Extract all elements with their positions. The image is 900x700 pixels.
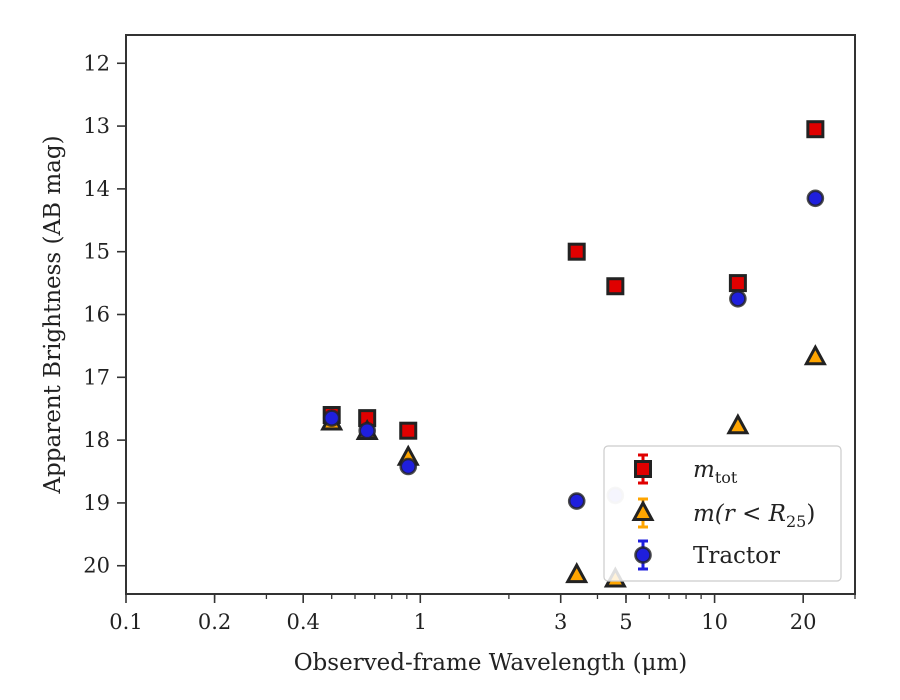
plot-frame [125,34,856,595]
legend-marker-square [634,460,652,478]
y-tick-label: 12 [83,51,110,75]
y-axis-label: Apparent Brightness (AB mag) [40,135,66,494]
data-point [728,274,747,293]
y-tick-label: 17 [83,365,110,389]
y-tick-label: 20 [83,554,110,578]
axes: 0.1 0.2 0.4 1 3 5 10 20121314151617181920Observ… [40,34,856,676]
y-tick-label: 14 [83,177,110,201]
legend: mtot m(r < R25) Tractor [603,445,842,582]
series-circle [322,189,825,510]
data-point [806,120,825,139]
y-tick-label: 15 [83,240,110,264]
x-tick-label: 1 [414,610,427,634]
x-tick-label: 3 [554,610,567,634]
data-point [399,421,418,440]
data-point [806,189,825,208]
x-axis-label: Observed-frame Wavelength (μm) [294,650,688,676]
x-tick-label: 0.4 [286,610,319,634]
x-tick-label: 0.2 [198,610,231,634]
legend-box [603,445,842,582]
data-point [565,562,589,584]
data-point [322,409,341,427]
y-tick-label: 18 [83,428,110,452]
data-point [567,242,586,261]
legend-marker-triangle [631,499,655,521]
data-point [606,277,625,296]
data-point [729,289,747,308]
data-point [358,421,376,440]
legend-label: mtot [693,457,738,487]
data-point [726,413,750,435]
data-point [399,457,418,476]
data-point [803,344,827,366]
y-tick-label: 16 [83,303,110,327]
legend-marker-circle [634,546,652,564]
x-tick-label: 0.1 [109,610,142,634]
x-tick-label: 5 [619,610,632,634]
legend-label: Tractor [693,543,780,569]
y-tick-label: 13 [83,114,110,138]
x-tick-label: 10 [701,610,728,634]
legend-label: m(r < R25) [693,501,815,531]
y-tick-label: 19 [83,491,110,515]
data-point [567,492,586,510]
x-tick-label: 20 [790,610,817,634]
